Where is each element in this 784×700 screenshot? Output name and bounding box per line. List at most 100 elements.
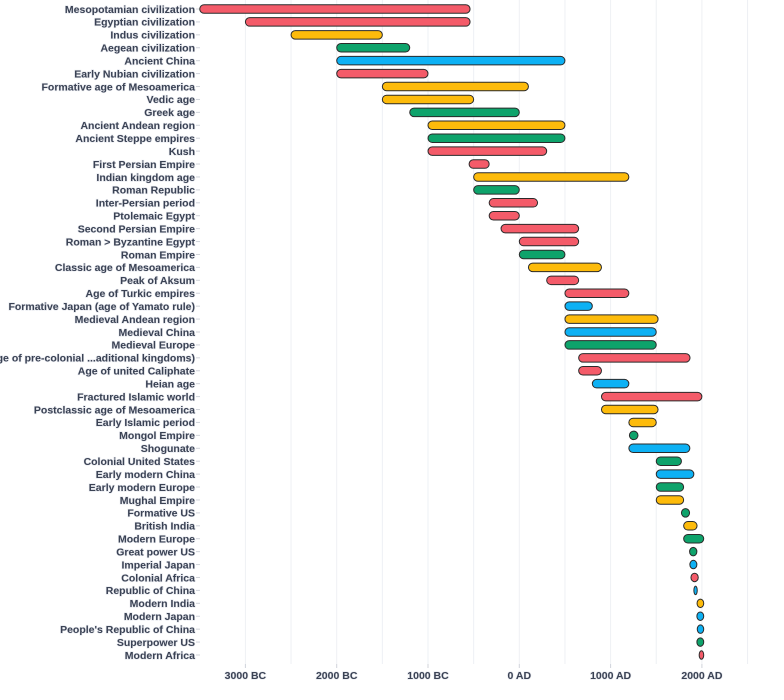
- bar-age-of-turkic-empires: [564, 288, 630, 298]
- y-tick-label: Greek age: [144, 107, 195, 119]
- bar-ancient-china: [336, 55, 566, 66]
- y-tick-label: Formative age of Mesoamerica: [42, 81, 196, 93]
- bar-roman-republic: [473, 185, 520, 195]
- bar-vedic-age: [381, 94, 475, 105]
- x-tick-label: 2000 BC: [316, 670, 358, 682]
- bar-age-of-pre-colonial-aditional-kingdoms: [578, 353, 691, 363]
- y-tick-label: First Persian Empire: [93, 159, 195, 171]
- bar-shogunate: [628, 443, 691, 454]
- y-tick-label: Great power US: [116, 546, 195, 558]
- y-tick-label: Superpower US: [117, 637, 195, 649]
- bar-indus-civilization: [290, 30, 383, 40]
- y-tick-label: Indian kingdom age: [96, 172, 195, 184]
- y-tick-label: Fractured Islamic world: [77, 391, 195, 403]
- x-tick-label: 1000 BC: [407, 670, 449, 682]
- bar-medieval-europe: [564, 340, 657, 350]
- bar-superpower-us: [696, 637, 705, 647]
- y-tick-label: Modern Europe: [118, 534, 195, 546]
- y-tick-label: Medieval Andean region: [75, 314, 195, 326]
- y-tick-label: Shogunate: [141, 443, 195, 455]
- bar-roman-byzantine-egypt: [518, 236, 580, 247]
- bar-ptolemaic-egypt: [488, 210, 520, 221]
- y-tick-label: Age of Turkic empires: [85, 288, 195, 300]
- y-tick-label: Medieval Europe: [112, 340, 196, 352]
- x-tick-label: 1000 AD: [590, 670, 631, 682]
- x-axis-ticks: 3000 BC 2000 BC 1000 BC 0 AD 1000 AD 2000 AD: [224, 664, 723, 683]
- bar-roman-empire: [518, 249, 566, 260]
- bar-postclassic-age-of-mesoamerica: [600, 404, 659, 415]
- bar-peak-of-aksum: [546, 275, 580, 286]
- y-tick-label: Modern Japan: [124, 611, 195, 623]
- y-tick-label: Age of united Caliphate: [78, 366, 195, 378]
- bar-formative-age-of-mesoamerica: [381, 81, 529, 92]
- y-tick-label: Mongol Empire: [119, 430, 195, 442]
- bar-mughal-empire: [655, 495, 685, 505]
- bar-medieval-china: [564, 327, 657, 337]
- y-tick-label: Heian age: [145, 378, 195, 390]
- bar-early-islamic-period: [628, 417, 657, 428]
- bar-fractured-islamic-world: [600, 391, 703, 402]
- bar-mongol-empire: [628, 430, 639, 441]
- bar-modern-europe: [683, 533, 705, 544]
- y-tick-label: Ancient Andean region: [80, 120, 195, 132]
- y-tick-label: Mughal Empire: [120, 495, 195, 507]
- y-tick-label: Republic of China: [106, 585, 195, 597]
- bar-early-nubian-civilization: [336, 68, 429, 79]
- bar-republic-of-china: [693, 585, 698, 596]
- y-tick-label: Ptolemaic Egypt: [113, 211, 195, 223]
- bar-formative-us: [680, 508, 691, 518]
- y-tick-label: Colonial United States: [84, 456, 196, 468]
- y-tick-label: Mesopotamian civilization: [65, 4, 195, 16]
- y-tick-label: Early modern Europe: [89, 482, 195, 494]
- bar-ancient-andean-region: [427, 120, 566, 131]
- bar-colonial-africa: [690, 572, 699, 583]
- y-tick-label: Peak of Aksum: [120, 275, 195, 287]
- y-tick-label: Colonial Africa: [121, 572, 195, 584]
- bar-age-of-united-caliphate: [578, 366, 602, 376]
- y-tick-label: Kush: [169, 146, 195, 158]
- bar-classic-age-of-mesoamerica: [527, 262, 602, 273]
- y-tick-label: Indus civilization: [110, 30, 195, 42]
- y-tick-label: Imperial Japan: [121, 559, 195, 571]
- bar-imperial-japan: [689, 559, 698, 570]
- bar-great-power-us: [689, 546, 698, 557]
- y-tick-label: Vedic age: [147, 94, 196, 106]
- bar-aegean-civilization: [336, 43, 411, 53]
- x-tick-label: 3000 BC: [225, 670, 267, 682]
- y-tick-label: Ancient Steppe empires: [75, 133, 195, 145]
- y-tick-label: Modern India: [130, 598, 195, 610]
- bar-early-modern-china: [655, 469, 695, 479]
- bar-greek-age: [409, 107, 520, 118]
- y-tick-label: Roman Republic: [112, 185, 195, 197]
- y-tick-label: Second Persian Empire: [78, 223, 195, 235]
- bar-inter-persian-period: [488, 198, 539, 208]
- bar-people-s-republic-of-china: [696, 624, 705, 634]
- y-tick-label: Egyptian civilization: [94, 17, 195, 29]
- y-tick-label: Formative Japan (age of Yamato rule): [8, 301, 195, 313]
- y-tick-label: Inter-Persian period: [96, 198, 195, 210]
- x-tick-label: 0 AD: [508, 670, 532, 682]
- x-tick-label: 2000 AD: [681, 670, 722, 682]
- y-tick-label: Postclassic age of Mesoamerica: [34, 404, 195, 416]
- bar-medieval-andean-region: [564, 314, 659, 324]
- y-tick-label: Ancient China: [124, 55, 195, 67]
- bar-heian-age: [591, 378, 630, 389]
- y-tick-label: Early Nubian civilization: [74, 68, 195, 80]
- y-tick-label: Roman Empire: [121, 249, 195, 261]
- bar-modern-africa: [698, 650, 705, 660]
- bar-early-modern-europe: [655, 482, 685, 492]
- bar-formative-japan-age-of-yamato-rule: [564, 301, 593, 311]
- bar-modern-japan: [696, 611, 705, 621]
- bar-indian-kingdom-age: [473, 172, 630, 182]
- y-tick-label: British India: [134, 521, 195, 533]
- bar-egyptian-civilization: [244, 17, 471, 27]
- y-tick-label: Early modern China: [96, 469, 195, 481]
- bar-colonial-united-states: [655, 456, 682, 466]
- bar-first-persian-empire: [468, 159, 490, 169]
- y-tick-label: Roman > Byzantine Egypt: [66, 236, 196, 248]
- bar-kush: [427, 146, 548, 156]
- bars: [199, 4, 705, 660]
- y-tick-label: Formative US: [127, 508, 195, 520]
